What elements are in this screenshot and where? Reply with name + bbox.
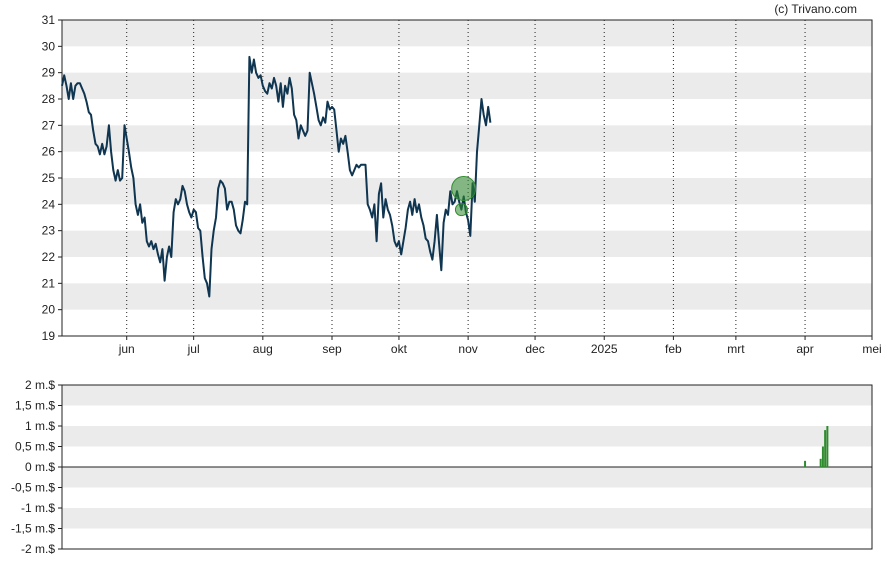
x-tick-label: 2025 bbox=[591, 342, 618, 356]
price-grid-band bbox=[62, 20, 872, 47]
x-tick-label: sep bbox=[322, 342, 342, 356]
x-tick-label: aug bbox=[253, 342, 273, 356]
volume-y-ticks: -2 m.$ -1,5 m.$ -1 m.$ -0,5 m.$ 0 m.$ 0,5 m.$… bbox=[11, 378, 62, 556]
y-tick-label: 31 bbox=[42, 13, 56, 27]
x-tick-label: jul bbox=[187, 342, 200, 356]
price-markers bbox=[451, 176, 477, 217]
price-grid-band bbox=[62, 125, 872, 152]
volume-y-tick-label: 2 m.$ bbox=[25, 378, 55, 392]
volume-y-tick-label: 1,5 m.$ bbox=[15, 399, 55, 413]
volume-bars bbox=[804, 426, 829, 467]
volume-bar bbox=[824, 430, 827, 467]
y-tick-label: 30 bbox=[42, 39, 56, 53]
volume-grid-band bbox=[62, 508, 872, 529]
x-tick-label: mei bbox=[862, 342, 881, 356]
y-tick-label: 22 bbox=[42, 250, 56, 264]
price-y-ticks: 19 20 21 22 23 24 25 26 27 28 29 30 31 bbox=[42, 13, 62, 343]
price-series-line bbox=[61, 55, 492, 298]
volume-bar bbox=[804, 460, 807, 467]
volume-y-tick-label: -0,5 m.$ bbox=[11, 481, 55, 495]
y-tick-label: 20 bbox=[42, 303, 56, 317]
price-bands bbox=[62, 20, 872, 310]
price-grid-band bbox=[62, 283, 872, 310]
volume-grid-band bbox=[62, 385, 872, 406]
y-tick-label: 27 bbox=[42, 118, 56, 132]
y-tick-label: 19 bbox=[42, 329, 56, 343]
x-tick-label: mrt bbox=[727, 342, 745, 356]
volume-y-tick-label: -2 m.$ bbox=[21, 542, 55, 556]
x-tick-label: nov bbox=[458, 342, 477, 356]
volume-bands bbox=[62, 385, 872, 529]
price-x-ticks: jun jul aug sep okt nov dec 2025 feb mrt apr mei bbox=[118, 336, 882, 356]
x-tick-label: okt bbox=[391, 342, 408, 356]
x-tick-label: apr bbox=[796, 342, 813, 356]
x-tick-label: feb bbox=[665, 342, 682, 356]
volume-grid-band bbox=[62, 467, 872, 488]
x-tick-label: dec bbox=[525, 342, 544, 356]
price-grid-band bbox=[62, 230, 872, 257]
y-tick-label: 26 bbox=[42, 145, 56, 159]
y-tick-label: 24 bbox=[42, 197, 56, 211]
trade-marker bbox=[451, 176, 477, 202]
volume-bar bbox=[819, 458, 822, 467]
x-tick-label: jun bbox=[118, 342, 135, 356]
y-tick-label: 21 bbox=[42, 276, 56, 290]
volume-bar bbox=[821, 446, 824, 467]
volume-y-tick-label: 0,5 m.$ bbox=[15, 440, 55, 454]
copyright-text: (c) Trivano.com bbox=[774, 2, 857, 16]
volume-y-tick-label: -1,5 m.$ bbox=[11, 522, 55, 536]
y-tick-label: 28 bbox=[42, 92, 56, 106]
price-grid-band bbox=[62, 72, 872, 99]
trade-marker bbox=[454, 203, 468, 217]
y-tick-label: 29 bbox=[42, 66, 56, 80]
price-vgrid bbox=[126, 20, 806, 336]
y-tick-label: 23 bbox=[42, 224, 56, 238]
price-line-group bbox=[61, 55, 492, 298]
volume-y-tick-label: -1 m.$ bbox=[21, 501, 55, 515]
y-tick-label: 25 bbox=[42, 171, 56, 185]
volume-y-tick-label: 0 m.$ bbox=[25, 460, 55, 474]
volume-bar bbox=[826, 426, 829, 467]
volume-y-tick-label: 1 m.$ bbox=[25, 419, 55, 433]
volume-grid-band bbox=[62, 426, 872, 447]
